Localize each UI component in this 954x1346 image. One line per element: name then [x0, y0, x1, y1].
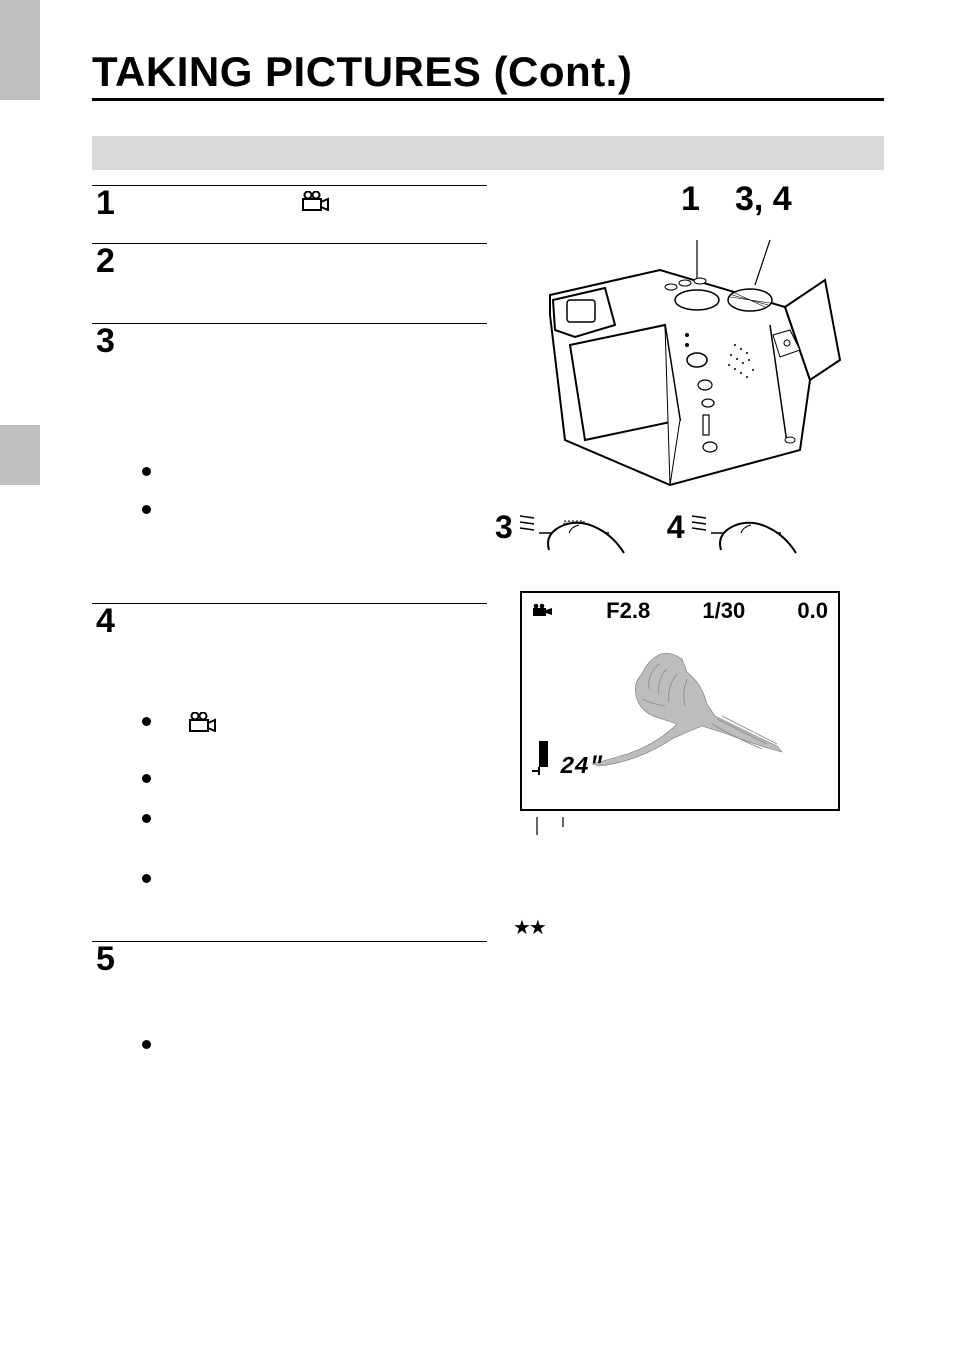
- bullet-list: [92, 1035, 487, 1055]
- list-item: [92, 500, 487, 520]
- list-item: [92, 809, 487, 829]
- ev-value: 0.0: [797, 598, 828, 624]
- step-content: [142, 609, 487, 637]
- movie-mode-icon: [302, 191, 330, 216]
- bullet-icon: [142, 814, 151, 823]
- click-lines-icon: [689, 513, 711, 542]
- bullet-list: [92, 462, 487, 520]
- timer-value: 24": [560, 754, 603, 781]
- step-2: 2: [92, 243, 487, 323]
- side-tab-top: [0, 0, 40, 100]
- step-number: 5: [96, 940, 115, 979]
- seagull-illustration: [587, 644, 787, 774]
- step-content: [142, 947, 487, 975]
- shutter-value: 1/30: [702, 598, 745, 624]
- hand-label-4: 4: [667, 509, 685, 546]
- step-number: 3: [96, 322, 115, 361]
- finger-full-press-icon: [711, 495, 799, 560]
- title-rule: [92, 98, 884, 101]
- movie-mode-icon: [532, 603, 554, 620]
- step-3: 3: [92, 323, 487, 603]
- bullet-icon: [142, 774, 151, 783]
- callout-ticks-icon: [531, 817, 581, 852]
- step-content: [142, 249, 487, 277]
- lcd-status-row: F2.8 1/30 0.0: [522, 593, 838, 629]
- lcd-body: 24": [522, 629, 838, 799]
- step-content: [142, 191, 487, 219]
- step-number: 1: [96, 184, 115, 223]
- bullet-icon: [142, 1040, 151, 1049]
- camera-illustration: [525, 225, 855, 475]
- step-5: 5: [92, 941, 487, 1101]
- hand-label-3: 3: [495, 509, 513, 546]
- page-title: TAKING PICTURES (Cont.): [92, 48, 632, 96]
- step-number: 2: [96, 242, 115, 281]
- list-item: [92, 462, 487, 482]
- stars-marker: ★★: [513, 915, 545, 940]
- section-heading-band: [92, 136, 884, 170]
- bullet-list: [92, 712, 487, 889]
- shutter-press-row: 3 4: [495, 495, 885, 560]
- callout-label-34: 3, 4: [735, 180, 792, 219]
- bullet-icon: [142, 874, 151, 883]
- finger-half-press-icon: [539, 495, 627, 560]
- lcd-screen: F2.8 1/30 0.0 24": [520, 591, 840, 811]
- list-item: [92, 869, 487, 889]
- side-tab-mid: [0, 425, 40, 485]
- step-content: [142, 329, 487, 357]
- bullet-icon: [142, 717, 151, 726]
- step-1: 1: [92, 185, 487, 243]
- memory-gauge-icon: [532, 741, 554, 786]
- movie-mode-icon: [189, 712, 217, 737]
- bullet-icon: [142, 467, 151, 476]
- list-item: [92, 1035, 487, 1055]
- aperture-value: F2.8: [606, 598, 650, 624]
- step-4: 4: [92, 603, 487, 941]
- callout-label-1: 1: [681, 180, 700, 219]
- list-item: [92, 712, 487, 737]
- click-lines-icon: [517, 513, 539, 542]
- bullet-icon: [142, 505, 151, 514]
- list-item: [92, 769, 487, 789]
- steps-column: 1 2 3 4: [92, 185, 487, 1101]
- step-number: 4: [96, 602, 115, 641]
